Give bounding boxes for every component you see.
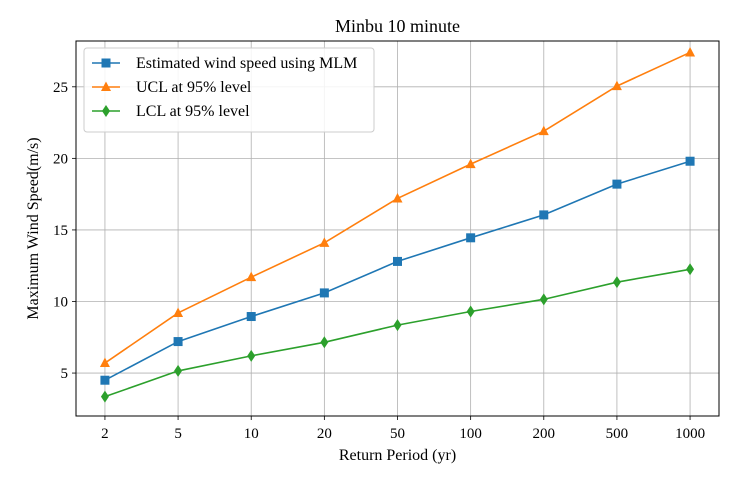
legend-marker xyxy=(102,105,110,117)
data-point xyxy=(174,364,183,377)
x-tick-label: 2 xyxy=(101,426,109,442)
x-tick-label: 10 xyxy=(244,426,259,442)
y-tick-label: 15 xyxy=(53,223,68,239)
legend-item: LCL at 95% level xyxy=(92,103,250,120)
legend-marker xyxy=(101,58,111,68)
data-point xyxy=(319,237,330,247)
series-2 xyxy=(99,46,696,368)
series-3 xyxy=(100,263,695,403)
data-point xyxy=(319,288,329,298)
series-1 xyxy=(100,156,695,385)
data-point xyxy=(246,312,256,322)
legend-item: UCL at 95% level xyxy=(92,79,252,96)
x-tick-label: 5 xyxy=(174,426,182,442)
data-point xyxy=(612,276,621,289)
chart-title: Minbu 10 minute xyxy=(335,16,460,36)
data-point xyxy=(100,375,110,385)
x-tick-label: 1000 xyxy=(675,426,705,442)
x-tick-label: 50 xyxy=(390,426,405,442)
data-point xyxy=(173,337,183,347)
x-tick-label: 20 xyxy=(317,426,332,442)
y-tick-label: 5 xyxy=(61,366,69,382)
data-point xyxy=(685,156,695,166)
data-point xyxy=(539,210,549,220)
series-layer xyxy=(99,46,696,403)
data-point xyxy=(612,179,622,189)
data-point xyxy=(100,390,109,403)
data-point xyxy=(685,46,696,57)
x-tick-label: 100 xyxy=(459,426,482,442)
data-point xyxy=(393,319,402,332)
legend-label: LCL at 95% level xyxy=(136,103,250,120)
y-tick-label: 20 xyxy=(53,151,68,167)
data-point xyxy=(320,336,329,349)
y-tick-label: 10 xyxy=(53,294,68,310)
data-point xyxy=(246,271,257,282)
data-point xyxy=(173,307,184,317)
data-point xyxy=(538,125,549,136)
legend-box xyxy=(83,47,375,133)
legend: Estimated wind speed using MLM UCL at 95%… xyxy=(83,47,375,133)
data-point xyxy=(393,256,402,266)
legend-label: UCL at 95% level xyxy=(136,79,252,96)
data-point xyxy=(392,192,403,203)
data-point xyxy=(465,158,476,169)
data-point xyxy=(466,233,476,243)
data-point xyxy=(247,349,256,362)
x-tick-label: 200 xyxy=(533,426,556,442)
x-axis-label: Return Period (yr) xyxy=(339,447,456,464)
data-point xyxy=(686,263,695,276)
y-axis-label: Maximum Wind Speed(m/s) xyxy=(25,137,42,319)
legend-marker xyxy=(101,81,111,91)
data-point xyxy=(611,80,622,91)
legend-label: Estimated wind speed using MLM xyxy=(136,55,357,72)
legend-item: Estimated wind speed using MLM xyxy=(92,55,357,72)
data-point xyxy=(99,357,110,368)
x-tick-label: 500 xyxy=(606,426,629,442)
y-tick-label: 25 xyxy=(53,80,68,96)
data-point xyxy=(539,293,548,306)
data-point xyxy=(466,305,475,318)
